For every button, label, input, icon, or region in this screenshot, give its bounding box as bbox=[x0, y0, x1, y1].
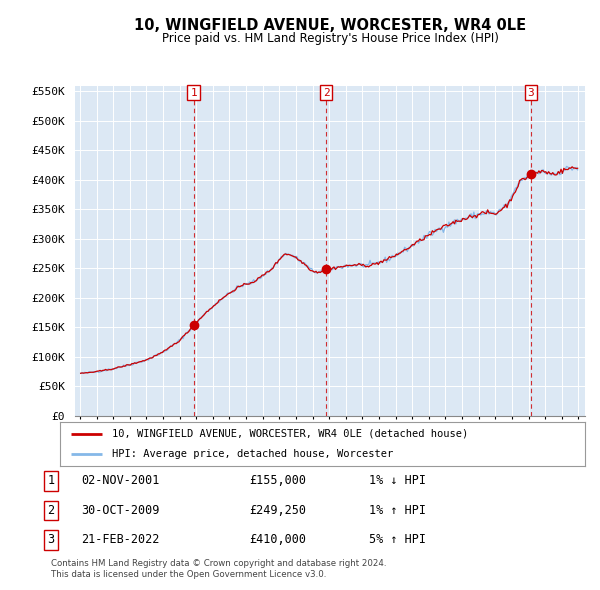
Text: 1: 1 bbox=[47, 474, 55, 487]
Text: 30-OCT-2009: 30-OCT-2009 bbox=[81, 504, 160, 517]
Text: 02-NOV-2001: 02-NOV-2001 bbox=[81, 474, 160, 487]
Text: This data is licensed under the Open Government Licence v3.0.: This data is licensed under the Open Gov… bbox=[51, 571, 326, 579]
Text: 10, WINGFIELD AVENUE, WORCESTER, WR4 0LE: 10, WINGFIELD AVENUE, WORCESTER, WR4 0LE bbox=[134, 18, 526, 32]
Text: 2: 2 bbox=[323, 88, 330, 97]
Text: 1: 1 bbox=[190, 88, 197, 97]
Text: 3: 3 bbox=[47, 533, 55, 546]
Text: 21-FEB-2022: 21-FEB-2022 bbox=[81, 533, 160, 546]
Text: 3: 3 bbox=[527, 88, 534, 97]
Text: £155,000: £155,000 bbox=[249, 474, 306, 487]
Text: HPI: Average price, detached house, Worcester: HPI: Average price, detached house, Worc… bbox=[113, 449, 394, 459]
Text: 5% ↑ HPI: 5% ↑ HPI bbox=[369, 533, 426, 546]
Text: £410,000: £410,000 bbox=[249, 533, 306, 546]
Text: £249,250: £249,250 bbox=[249, 504, 306, 517]
Text: 10, WINGFIELD AVENUE, WORCESTER, WR4 0LE (detached house): 10, WINGFIELD AVENUE, WORCESTER, WR4 0LE… bbox=[113, 429, 469, 439]
Text: 2: 2 bbox=[47, 504, 55, 517]
Text: Price paid vs. HM Land Registry's House Price Index (HPI): Price paid vs. HM Land Registry's House … bbox=[161, 32, 499, 45]
Text: Contains HM Land Registry data © Crown copyright and database right 2024.: Contains HM Land Registry data © Crown c… bbox=[51, 559, 386, 568]
Text: 1% ↓ HPI: 1% ↓ HPI bbox=[369, 474, 426, 487]
Text: 1% ↑ HPI: 1% ↑ HPI bbox=[369, 504, 426, 517]
